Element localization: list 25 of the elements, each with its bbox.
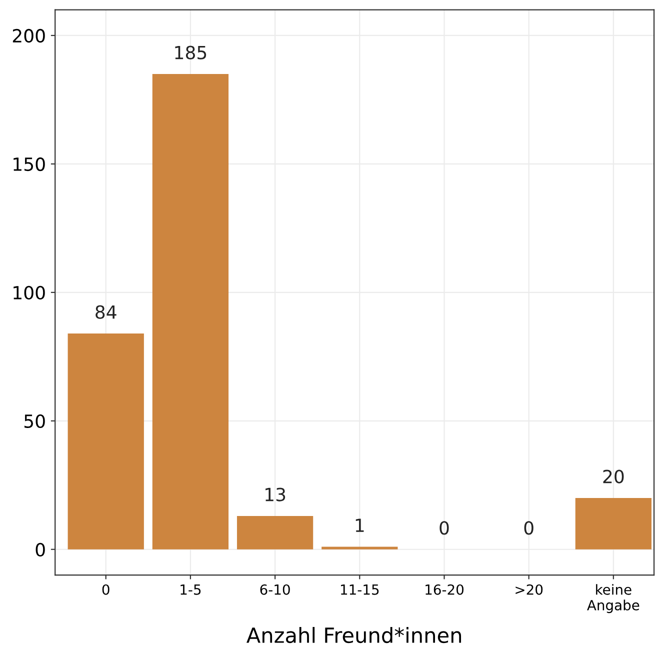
y-tick-label: 50 xyxy=(24,414,45,428)
x-tick-label: 0 xyxy=(102,584,110,595)
bar xyxy=(68,334,144,550)
x-tick-label: 16-20 xyxy=(426,584,464,595)
data-label: 0 xyxy=(440,521,449,535)
x-tick-label: keine Angabe xyxy=(587,584,640,614)
data-label: 20 xyxy=(603,470,624,484)
y-tick-label: 0 xyxy=(36,542,45,556)
bar xyxy=(575,498,652,550)
data-label: 84 xyxy=(96,305,116,319)
x-tick-label: 11-15 xyxy=(340,584,379,595)
x-tick-label: 6-10 xyxy=(260,584,290,595)
y-tick-label: 100 xyxy=(14,286,45,300)
data-label: 0 xyxy=(524,521,534,535)
bar xyxy=(152,74,229,550)
x-tick-label: >20 xyxy=(516,584,543,595)
data-label: 185 xyxy=(175,46,206,60)
bar xyxy=(236,516,314,550)
y-tick-label: 200 xyxy=(12,28,45,43)
x-axis-title: Anzahl Freund*innen xyxy=(246,626,462,644)
data-label: 13 xyxy=(266,488,286,502)
bar xyxy=(322,546,398,550)
x-tick-label: 1-5 xyxy=(180,584,201,595)
y-tick-label: 150 xyxy=(14,157,45,172)
data-label: 1 xyxy=(356,518,364,532)
